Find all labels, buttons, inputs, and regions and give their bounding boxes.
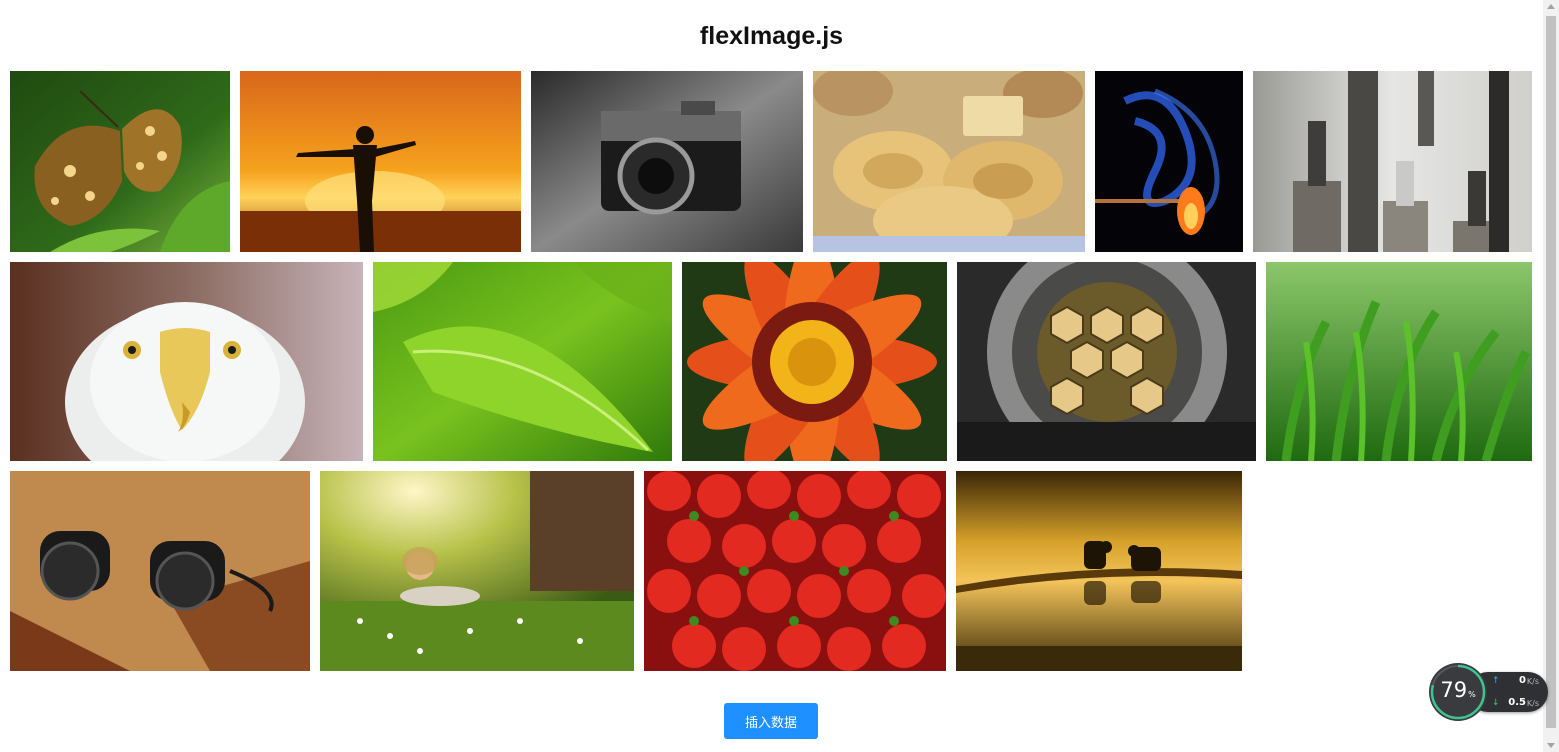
upload-speed-unit: K/s [1526, 677, 1539, 686]
telescope-mirror-photo[interactable] [957, 262, 1256, 461]
grass-photo[interactable] [1266, 262, 1532, 461]
memory-gauge-icon [1429, 663, 1487, 721]
memory-percent-value: 79 [1440, 678, 1468, 702]
page-title: flexImage.js [699, 22, 844, 50]
orange-flower-photo[interactable] [682, 262, 947, 461]
pasta-photo[interactable] [813, 71, 1085, 252]
insert-data-button[interactable]: 插入数据 [724, 703, 818, 739]
percent-sign: % [1468, 690, 1476, 699]
camera-photo[interactable] [531, 71, 803, 252]
binoculars-photo[interactable] [10, 471, 310, 671]
network-speed-widget[interactable]: 79% ↑ 0 K/s ↓ 0.5 K/s [1428, 662, 1550, 722]
elephants-photo[interactable] [956, 471, 1242, 671]
girl-meadow-photo[interactable] [320, 471, 634, 671]
memory-percent: 79% [1428, 676, 1488, 709]
scroll-down-icon[interactable] [1547, 743, 1555, 748]
download-arrow-icon: ↓ [1492, 698, 1500, 708]
image-gallery [10, 71, 1532, 671]
upload-speed: ↑ 0 K/s [1492, 674, 1548, 688]
download-speed-value: 0.5 [1508, 697, 1526, 708]
scroll-up-icon[interactable] [1547, 4, 1555, 9]
upload-speed-value: 0 [1519, 675, 1526, 686]
match-smoke-photo[interactable] [1095, 71, 1243, 252]
green-leaf-photo[interactable] [373, 262, 672, 461]
vertical-scrollbar[interactable] [1543, 0, 1559, 752]
scrollbar-thumb[interactable] [1546, 16, 1556, 728]
drill-bits-photo[interactable] [1253, 71, 1532, 252]
butterfly-photo[interactable] [10, 71, 230, 252]
upload-arrow-icon: ↑ [1492, 676, 1500, 686]
download-speed-unit: K/s [1526, 699, 1539, 708]
download-speed: ↓ 0.5 K/s [1492, 696, 1548, 710]
strawberries-photo[interactable] [644, 471, 946, 671]
sunset-silhouette-photo[interactable] [240, 71, 521, 252]
eagle-photo[interactable] [10, 262, 363, 461]
